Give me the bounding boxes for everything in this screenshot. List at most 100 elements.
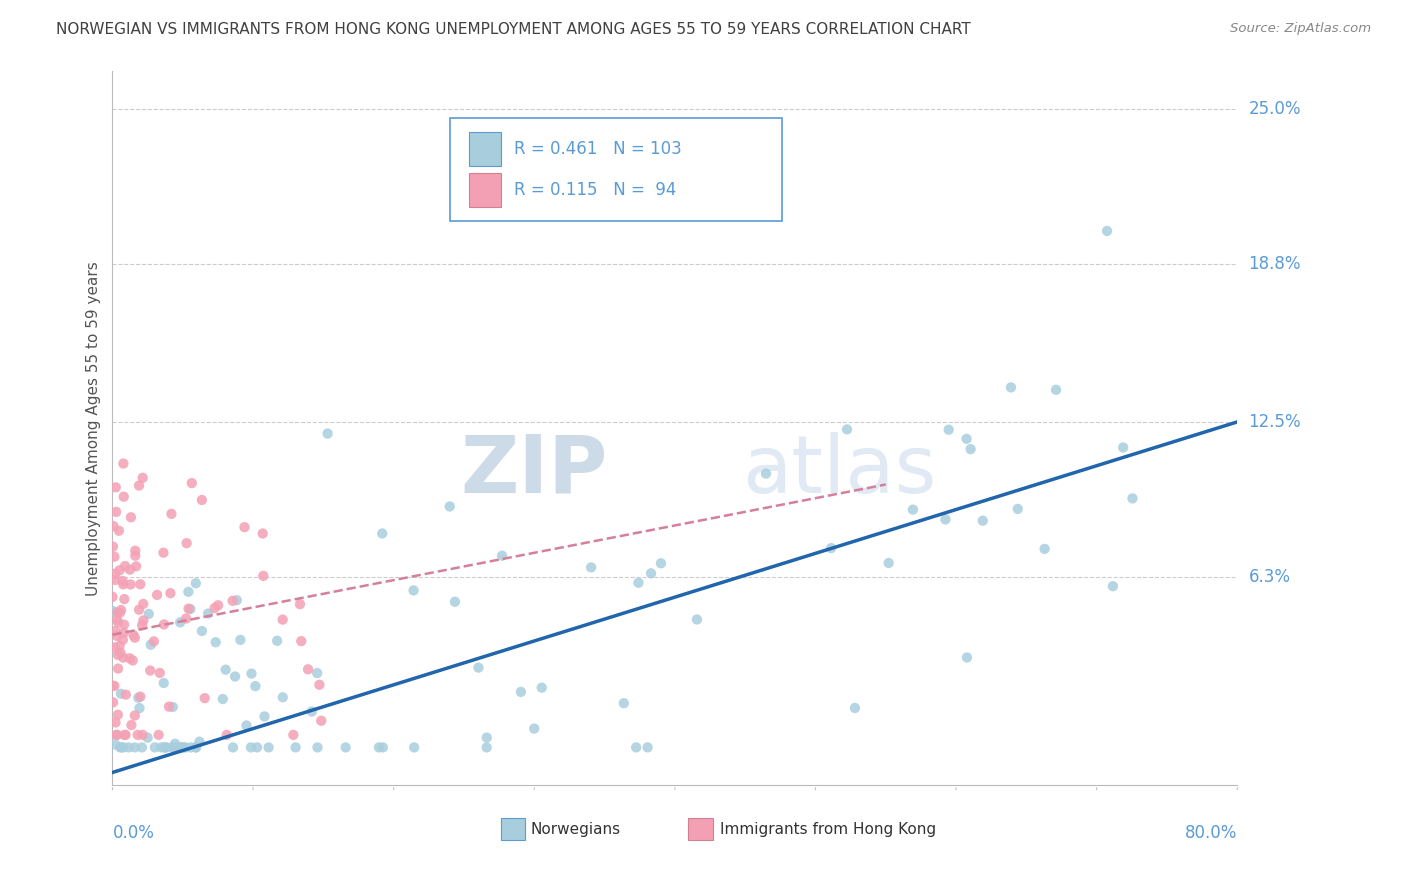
Point [307,666,329,681]
Point [131,728,153,742]
Point [114,728,136,742]
Point [132,597,155,611]
Point [257,740,280,755]
Point [162,700,184,714]
Point [155,740,177,755]
Point [138,607,160,621]
Point [117,740,139,755]
Text: atlas: atlas [742,432,936,510]
Point [120,577,142,591]
Point [120,510,142,524]
Point [271,613,294,627]
Point [439,500,461,514]
Point [402,583,425,598]
Point [118,651,141,665]
Point [959,442,981,457]
Point [938,423,960,437]
Point [152,676,174,690]
Point [169,615,191,630]
Point [153,617,176,632]
Point [624,740,647,755]
Point [368,740,391,755]
Text: 0.0%: 0.0% [112,824,155,842]
Point [613,696,636,710]
Bar [470,132,501,166]
Point [112,577,135,591]
Bar [501,819,526,840]
Point [136,731,159,745]
Point [111,574,134,588]
Point [120,718,142,732]
Point [129,690,152,704]
Point [107,615,129,630]
Point [152,546,174,560]
Point [174,611,197,625]
Point [467,660,489,674]
Point [163,737,186,751]
Point [108,639,131,653]
Point [110,603,132,617]
Point [111,632,134,647]
Point [139,638,162,652]
Point [491,549,513,563]
Point [640,566,662,581]
Point [112,490,135,504]
Point [124,708,146,723]
Text: R = 0.115   N =  94: R = 0.115 N = 94 [515,181,676,199]
Point [335,740,357,755]
Point [309,714,332,728]
Point [191,493,214,508]
Point [176,536,198,550]
Point [1112,441,1135,455]
Point [128,478,150,492]
Point [150,740,173,755]
Point [820,541,842,555]
Point [221,594,243,608]
Point [112,617,135,632]
Point [110,687,132,701]
Point [308,678,330,692]
Point [1033,541,1056,556]
Point [163,740,186,755]
Point [153,740,176,755]
Point [108,563,131,577]
Point [162,740,184,755]
Point [101,695,124,709]
Point [114,688,136,702]
Point [233,520,256,534]
Point [148,728,170,742]
Point [103,549,125,564]
Point [114,728,136,742]
Point [266,633,288,648]
Point [307,740,329,755]
Point [207,599,229,613]
Point [901,502,924,516]
Point [108,606,131,620]
Point [1121,491,1143,506]
Point [284,740,307,755]
Point [166,740,188,755]
Point [107,707,129,722]
Point [112,626,135,640]
Point [112,740,135,755]
Point [131,740,153,755]
Point [125,559,148,574]
Point [686,612,709,626]
Point [972,514,994,528]
Point [239,740,262,755]
Point [215,728,238,742]
Point [107,606,129,620]
Point [131,471,153,485]
Point [297,662,319,676]
Text: NORWEGIAN VS IMMIGRANTS FROM HONG KONG UNEMPLOYMENT AMONG AGES 55 TO 59 YEARS CO: NORWEGIAN VS IMMIGRANTS FROM HONG KONG U… [56,22,972,37]
Point [124,543,146,558]
Y-axis label: Unemployment Among Ages 55 to 59 years: Unemployment Among Ages 55 to 59 years [86,260,101,596]
Point [755,467,778,481]
Point [246,740,269,755]
Point [103,519,125,533]
Text: 80.0%: 80.0% [1185,824,1237,842]
Point [101,679,124,693]
Point [290,634,312,648]
Point [121,653,143,667]
Point [103,679,125,693]
